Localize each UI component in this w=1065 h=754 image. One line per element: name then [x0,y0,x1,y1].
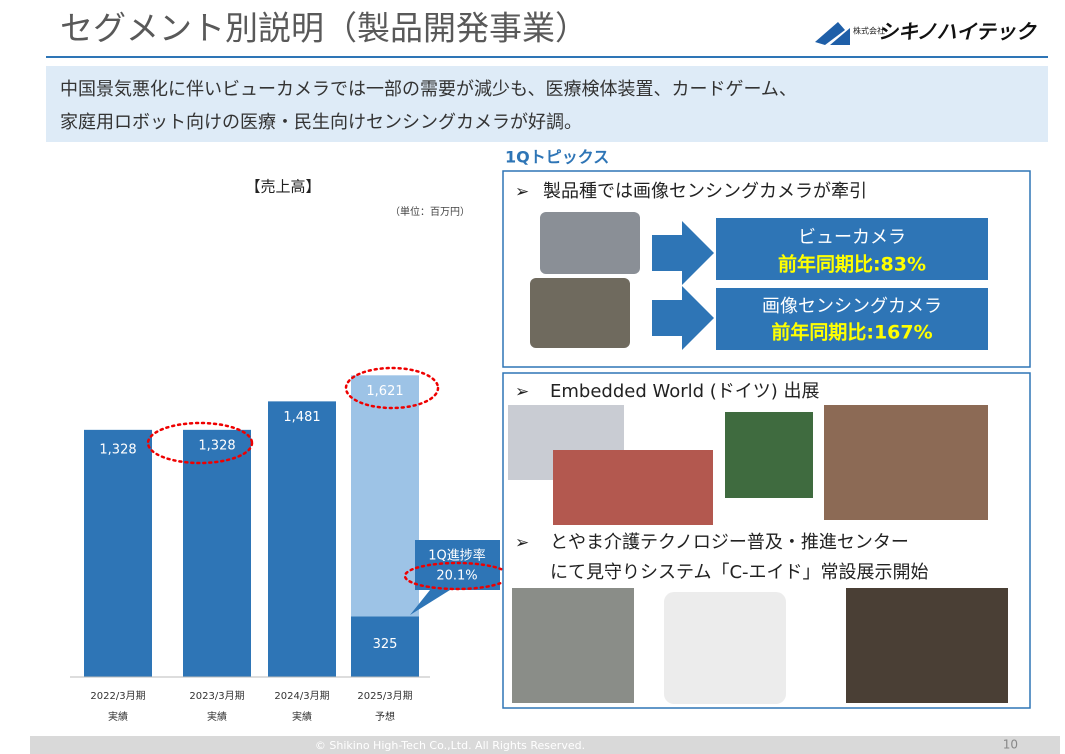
result-growth: 前年同期比:167% [771,321,932,344]
unit: （単位：百万円） [390,205,470,218]
x-tick-sublabel: 実績 [108,710,128,723]
value-label: 1,481 [283,410,320,425]
bullet-mark: ➢ [515,533,529,553]
photo [553,450,713,525]
arrow [652,286,714,350]
logo: シキノハイテック [878,20,1038,44]
result-name: 画像センシングカメラ [762,296,942,317]
highlight [146,421,254,465]
bullet-mark: ➢ [515,182,529,202]
photo [824,405,988,520]
highlight [344,366,440,410]
bullet: とやま介護テクノロジー普及・推進センター [550,532,909,553]
x-tick-label: 2023/3月期 [189,690,244,702]
title: セグメント別説明（製品開発事業） [60,9,588,48]
bar [183,429,251,677]
arrow [652,221,714,285]
page-number: 10 [1003,738,1018,752]
q1-label: 325 [373,637,398,652]
result-box [716,218,988,280]
x-tick-sublabel: 実績 [292,710,312,723]
chart: 1,3282022/3月期実績1,3282023/3月期実績1,4812024/… [70,366,511,723]
result-growth: 前年同期比:83% [778,253,926,276]
topics-heading: 1Qトピックス [505,148,609,167]
copyright: © Shikino High-Tech Co.,Ltd. All Rights … [315,739,585,752]
chart-title: 【売上高】 [245,178,320,196]
photo [540,212,640,274]
bar [268,401,336,677]
photo [664,592,786,704]
photo [530,278,630,348]
bullet-mark: ➢ [515,382,529,402]
summary-line: 中国景気悪化に伴いビューカメラでは一部の需要が減少も、医療検体装置、カードゲーム… [60,79,797,100]
x-tick-sublabel: 実績 [207,710,227,723]
bullet: にて見守りシステム「C-エイド」常設展示開始 [550,562,929,583]
summary-line: 家庭用ロボット向けの医療・民生向けセンシングカメラが好調。 [60,112,582,133]
bullet: Embedded World (ドイツ) 出展 [550,381,820,402]
value-label: 1,328 [198,438,235,453]
photo [512,588,634,703]
q1-bar [351,616,419,677]
x-tick-label: 2025/3月期 [357,690,412,702]
x-tick-sublabel: 予想 [375,710,395,723]
callout-value: 20.1% [436,569,477,584]
logo-small: 株式会社 [853,26,885,36]
value-label: 1,621 [366,384,403,399]
photo [725,412,813,498]
bullet: 製品種では画像センシングカメラが牽引 [543,181,867,202]
x-tick-label: 2022/3月期 [90,690,145,702]
x-tick-label: 2024/3月期 [274,690,329,702]
logo-mark [815,22,850,45]
callout-title: 1Q進捗率 [428,548,486,564]
value-label: 1,328 [99,442,136,457]
callout [410,540,500,615]
result-name: ビューカメラ [798,227,906,248]
bar [84,429,152,677]
summary-box [46,66,1048,142]
footer-bar [30,736,1060,754]
result-box [716,288,988,350]
photo [846,588,1008,703]
